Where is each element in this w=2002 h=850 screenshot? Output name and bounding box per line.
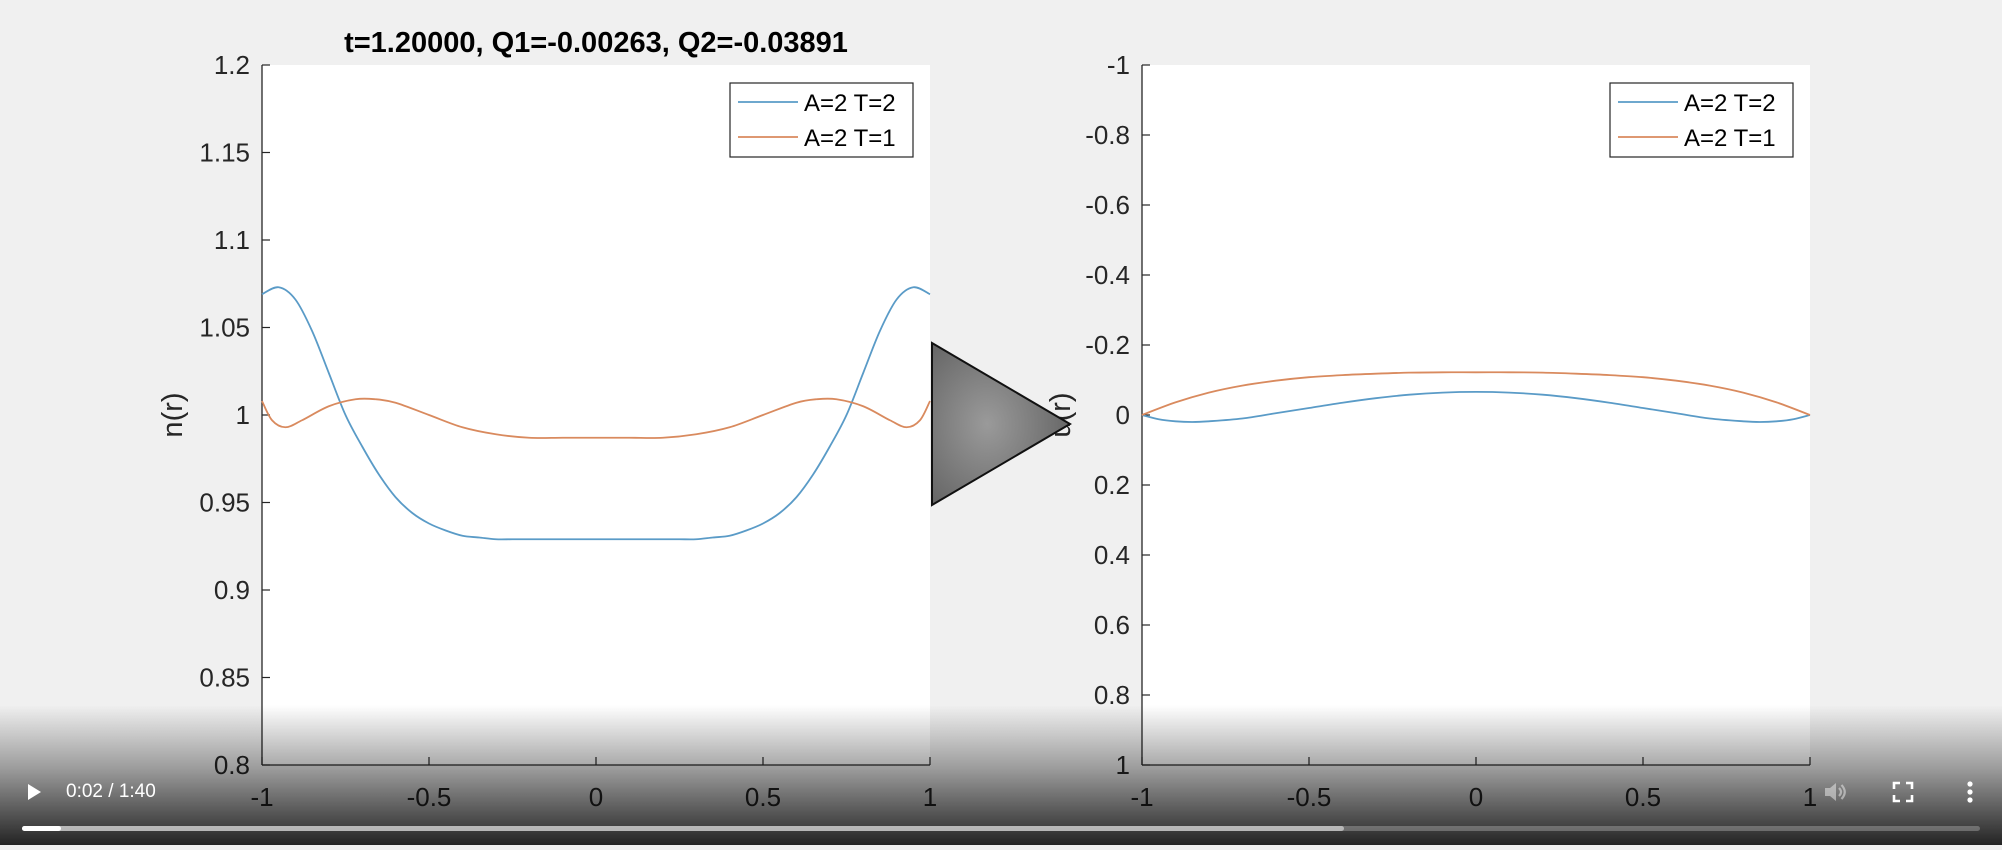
legend: A=2 T=2 A=2 T=1 xyxy=(1609,82,1794,158)
y-tick-label: 1.15 xyxy=(199,138,250,168)
chart-2: -1-0.8-0.6-0.4-0.200.20.40.60.81-1 -0.5 0 0… xyxy=(1045,50,1817,812)
volume-button[interactable] xyxy=(1815,772,1855,812)
y-tick-label: -0.8 xyxy=(1085,120,1130,150)
y-tick-label: 0.8 xyxy=(1094,680,1130,710)
y-tick-label: 1.2 xyxy=(214,50,250,80)
play-icon xyxy=(28,784,41,800)
current-time: 0:02 xyxy=(66,781,103,802)
seek-bar[interactable] xyxy=(22,826,1980,831)
duration: 1:40 xyxy=(118,781,156,802)
series-line-2 xyxy=(261,397,931,439)
y-tick-label: 0.4 xyxy=(1094,540,1130,570)
more-options-button[interactable] xyxy=(1950,772,1990,812)
y-tick-label: 0.6 xyxy=(1094,610,1130,640)
y-tick-label: -0.4 xyxy=(1085,260,1130,290)
legend-box xyxy=(1609,82,1794,158)
y-tick-label: -1 xyxy=(1107,50,1130,80)
seek-played xyxy=(22,826,62,831)
legend-label-1: A=2 T=2 xyxy=(1684,90,1776,117)
time-display: 0:02 / 1:40 xyxy=(66,781,156,803)
y-tick-label: 1.05 xyxy=(199,313,250,343)
y-tick-label: 0.2 xyxy=(1094,470,1130,500)
seek-buffered xyxy=(22,826,1344,831)
y-tick-label: 0.95 xyxy=(199,488,250,518)
time-separator: / xyxy=(108,781,119,802)
video-controls: 0:02 / 1:40 xyxy=(0,762,2002,845)
plot-area xyxy=(1142,65,1810,765)
fullscreen-button[interactable] xyxy=(1883,772,1923,812)
more-vert-icon xyxy=(1967,781,1973,803)
legend-label-2: A=2 T=1 xyxy=(804,125,896,152)
plot-area xyxy=(262,65,930,765)
y-tick-label: -0.2 xyxy=(1085,330,1130,360)
y-axis-label: n(r) xyxy=(157,392,189,437)
legend-label-1: A=2 T=2 xyxy=(804,90,896,117)
chart-title: t=1.20000, Q1=-0.00263, Q2=-0.03891 xyxy=(344,27,848,59)
y-tick-label: 1.1 xyxy=(214,225,250,255)
y-tick-label: 1 xyxy=(236,400,250,430)
big-play-button[interactable] xyxy=(931,341,1072,507)
series-line-1 xyxy=(1141,390,1811,423)
legend-label-2: A=2 T=1 xyxy=(1684,125,1776,152)
y-tick-label: 0 xyxy=(1116,400,1130,430)
volume-icon xyxy=(1825,783,1846,801)
y-tick-label: 0.85 xyxy=(199,663,250,693)
series-line-1 xyxy=(261,286,931,541)
play-triangle-icon xyxy=(931,341,1072,507)
legend: A=2 T=2 A=2 T=1 xyxy=(729,82,914,158)
y-tick-label: 0.9 xyxy=(214,575,250,605)
legend-box xyxy=(729,82,914,158)
play-button[interactable] xyxy=(14,772,54,812)
series-line-2 xyxy=(1141,371,1811,416)
y-tick-label: -0.6 xyxy=(1085,190,1130,220)
fullscreen-icon xyxy=(1892,781,1914,803)
